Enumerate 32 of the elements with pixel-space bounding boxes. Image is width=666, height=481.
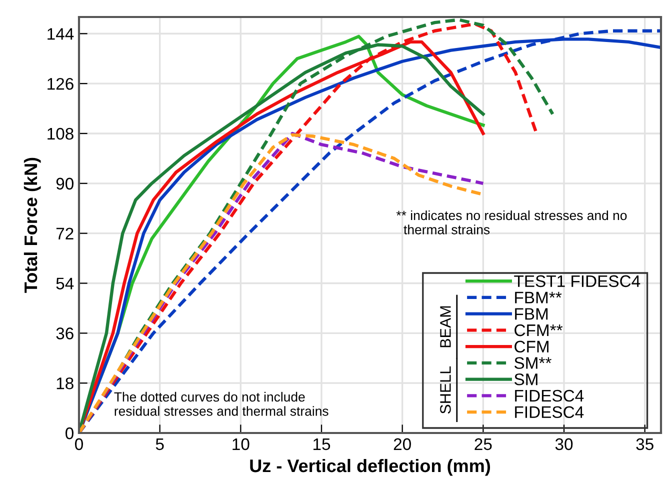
annotation: ** indicates no residual stresses and no thermal strains	[396, 210, 627, 234]
legend-label: FBM	[515, 308, 548, 320]
y-tick-label: 144	[48, 28, 74, 40]
annotation: The dotted curves do not include residual stresses and thermal strains	[114, 392, 328, 416]
y-tick-label: 108	[48, 128, 74, 140]
x-tick-label: 25	[474, 438, 492, 450]
y-tick-label: 36	[56, 328, 74, 340]
y-tick-label: 18	[56, 377, 74, 390]
x-tick-label: 10	[232, 438, 250, 450]
x-tick-label: 35	[636, 438, 654, 450]
annotation: BEAM	[440, 306, 451, 348]
legend-label: SM**	[514, 357, 552, 369]
x-tick-label: 20	[394, 438, 411, 450]
x-tick-label: 15	[314, 438, 330, 450]
y-axis-title: Total Force (kN)	[24, 158, 41, 293]
legend-label: CFM**	[514, 324, 563, 336]
x-tick-label: 5	[156, 438, 164, 450]
legend-label: FIDESC4	[515, 406, 584, 418]
legend-label: CFM	[514, 340, 548, 353]
y-tick-label: 126	[48, 78, 74, 90]
x-tick-label: 30	[555, 438, 573, 450]
legend-label: FIDESC4	[515, 390, 584, 402]
x-tick-label: 0	[75, 438, 83, 450]
legend-label: SM	[514, 373, 538, 386]
y-tick-label: 54	[56, 278, 74, 290]
legend-label: TEST1 FIDESC4	[514, 275, 640, 288]
y-tick-label: 0	[66, 427, 74, 440]
y-tick-label: 90	[56, 178, 74, 190]
y-tick-label: 72	[56, 228, 74, 240]
annotation: SHELL	[440, 366, 451, 414]
legend-label: FBM**	[515, 292, 562, 304]
x-axis-title: Uz - Vertical deflection (mm)	[250, 458, 490, 476]
